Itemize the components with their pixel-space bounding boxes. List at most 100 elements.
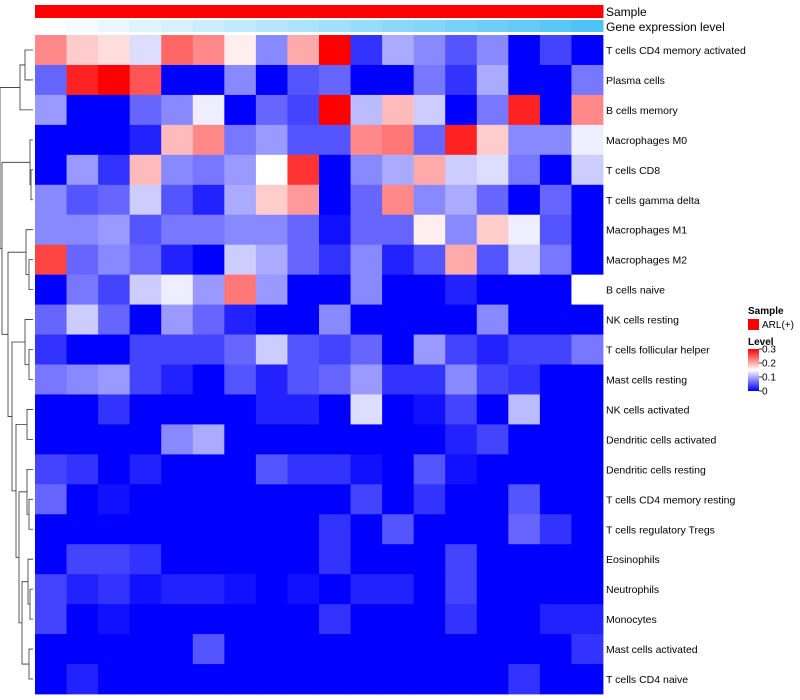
heatmap-cell <box>319 454 351 485</box>
heatmap-cell <box>319 544 351 575</box>
heatmap-cell <box>98 184 131 216</box>
heatmap-cell <box>413 664 446 695</box>
heatmap-cell <box>382 334 415 365</box>
heatmap-cell <box>161 124 194 156</box>
heatmap-cell <box>98 244 131 276</box>
heatmap-cell <box>350 214 383 246</box>
heatmap-cell <box>413 604 446 635</box>
sample-annotation-cell <box>350 5 383 18</box>
gene-expression-annotation-cell <box>224 20 257 32</box>
heatmap-cell <box>445 424 478 455</box>
heatmap-cell <box>382 214 415 246</box>
row-label: Macrophages M1 <box>606 225 687 237</box>
heatmap-cell <box>445 454 478 485</box>
heatmap-cell <box>224 184 257 216</box>
heatmap-cell <box>382 604 415 635</box>
heatmap-cell <box>571 424 604 455</box>
heatmap-cell <box>224 514 257 545</box>
heatmap-cell <box>539 244 572 276</box>
heatmap-cell <box>445 364 478 395</box>
heatmap-cell <box>224 634 257 665</box>
heatmap-cell <box>161 214 194 246</box>
heatmap-cell <box>129 394 162 425</box>
heatmap-cell <box>571 454 604 485</box>
sample-annotation-cell <box>129 5 162 18</box>
heatmap-cell <box>539 664 572 695</box>
heatmap-cell <box>571 244 604 276</box>
heatmap-cell <box>161 394 194 425</box>
legend-title-level: Level <box>748 337 774 348</box>
heatmap-cell <box>129 64 162 96</box>
heatmap-cell <box>571 544 604 575</box>
heatmap-cell <box>319 604 351 635</box>
heatmap-cell <box>129 304 162 335</box>
heatmap-cell <box>129 274 162 305</box>
row-label: Monocytes <box>606 614 657 626</box>
heatmap-cell <box>66 574 99 605</box>
heatmap-cell <box>129 184 162 216</box>
heatmap-cell <box>192 184 225 216</box>
heatmap-cells <box>35 35 604 695</box>
heatmap-cell <box>445 124 478 156</box>
heatmap-cell <box>476 184 509 216</box>
heatmap-cell <box>192 154 225 186</box>
heatmap-cell <box>161 364 194 395</box>
heatmap-cell <box>476 304 509 335</box>
heatmap-cell <box>350 35 383 66</box>
legend-swatch-arl <box>748 319 759 330</box>
heatmap-cell <box>98 574 131 605</box>
heatmap-cell <box>382 364 415 395</box>
heatmap-cell <box>35 184 67 216</box>
dendrogram-branch <box>19 64 33 111</box>
heatmap-cell <box>319 94 351 126</box>
heatmap-cell <box>476 394 509 425</box>
heatmap-cell <box>224 604 257 635</box>
heatmap-cell <box>350 94 383 126</box>
heatmap-cell <box>255 154 288 186</box>
heatmap-cell <box>350 334 383 365</box>
heatmap-cell <box>35 214 67 246</box>
heatmap-cell <box>129 424 162 455</box>
heatmap-cell <box>224 154 257 186</box>
heatmap-cell <box>445 664 478 695</box>
heatmap-cell <box>66 364 99 395</box>
heatmap-cell <box>161 664 194 695</box>
dendrogram-branch <box>28 498 33 530</box>
row-labels: T cells CD4 memory activated Plasma cells… <box>606 45 746 686</box>
heatmap-cell <box>129 574 162 605</box>
heatmap-cell <box>161 634 194 665</box>
legend-tick-label: 0.1 <box>762 373 776 384</box>
heatmap-cell <box>287 64 320 96</box>
heatmap-cell <box>539 304 572 335</box>
heatmap-cell <box>224 64 257 96</box>
heatmap-cell <box>382 394 415 425</box>
heatmap-cell <box>98 334 131 365</box>
heatmap-cell <box>192 334 225 365</box>
heatmap-cell <box>571 484 604 515</box>
heatmap-cell <box>161 64 194 96</box>
heatmap-cell <box>476 154 509 186</box>
heatmap-cell <box>382 484 415 515</box>
dendrogram-branch <box>0 87 20 249</box>
heatmap-cell <box>350 604 383 635</box>
heatmap-cell <box>255 514 288 545</box>
row-label: NK cells activated <box>606 404 690 416</box>
heatmap-cell <box>287 214 320 246</box>
heatmap-cell <box>539 274 572 305</box>
heatmap-cell <box>129 454 162 485</box>
heatmap-cell <box>350 574 383 605</box>
row-label: Macrophages M2 <box>606 255 687 267</box>
heatmap-cell <box>255 124 288 156</box>
heatmap-cell <box>476 94 509 126</box>
heatmap-cell <box>287 334 320 365</box>
heatmap-cell <box>319 334 351 365</box>
heatmap-cell <box>66 35 99 66</box>
heatmap-cell <box>287 394 320 425</box>
heatmap-cell <box>98 514 131 545</box>
heatmap-cell <box>192 124 225 156</box>
heatmap-cell <box>319 274 351 305</box>
heatmap-cell <box>508 154 541 186</box>
heatmap-cell <box>539 574 572 605</box>
heatmap-cell <box>35 424 67 455</box>
sample-annotation-cell <box>224 5 257 18</box>
